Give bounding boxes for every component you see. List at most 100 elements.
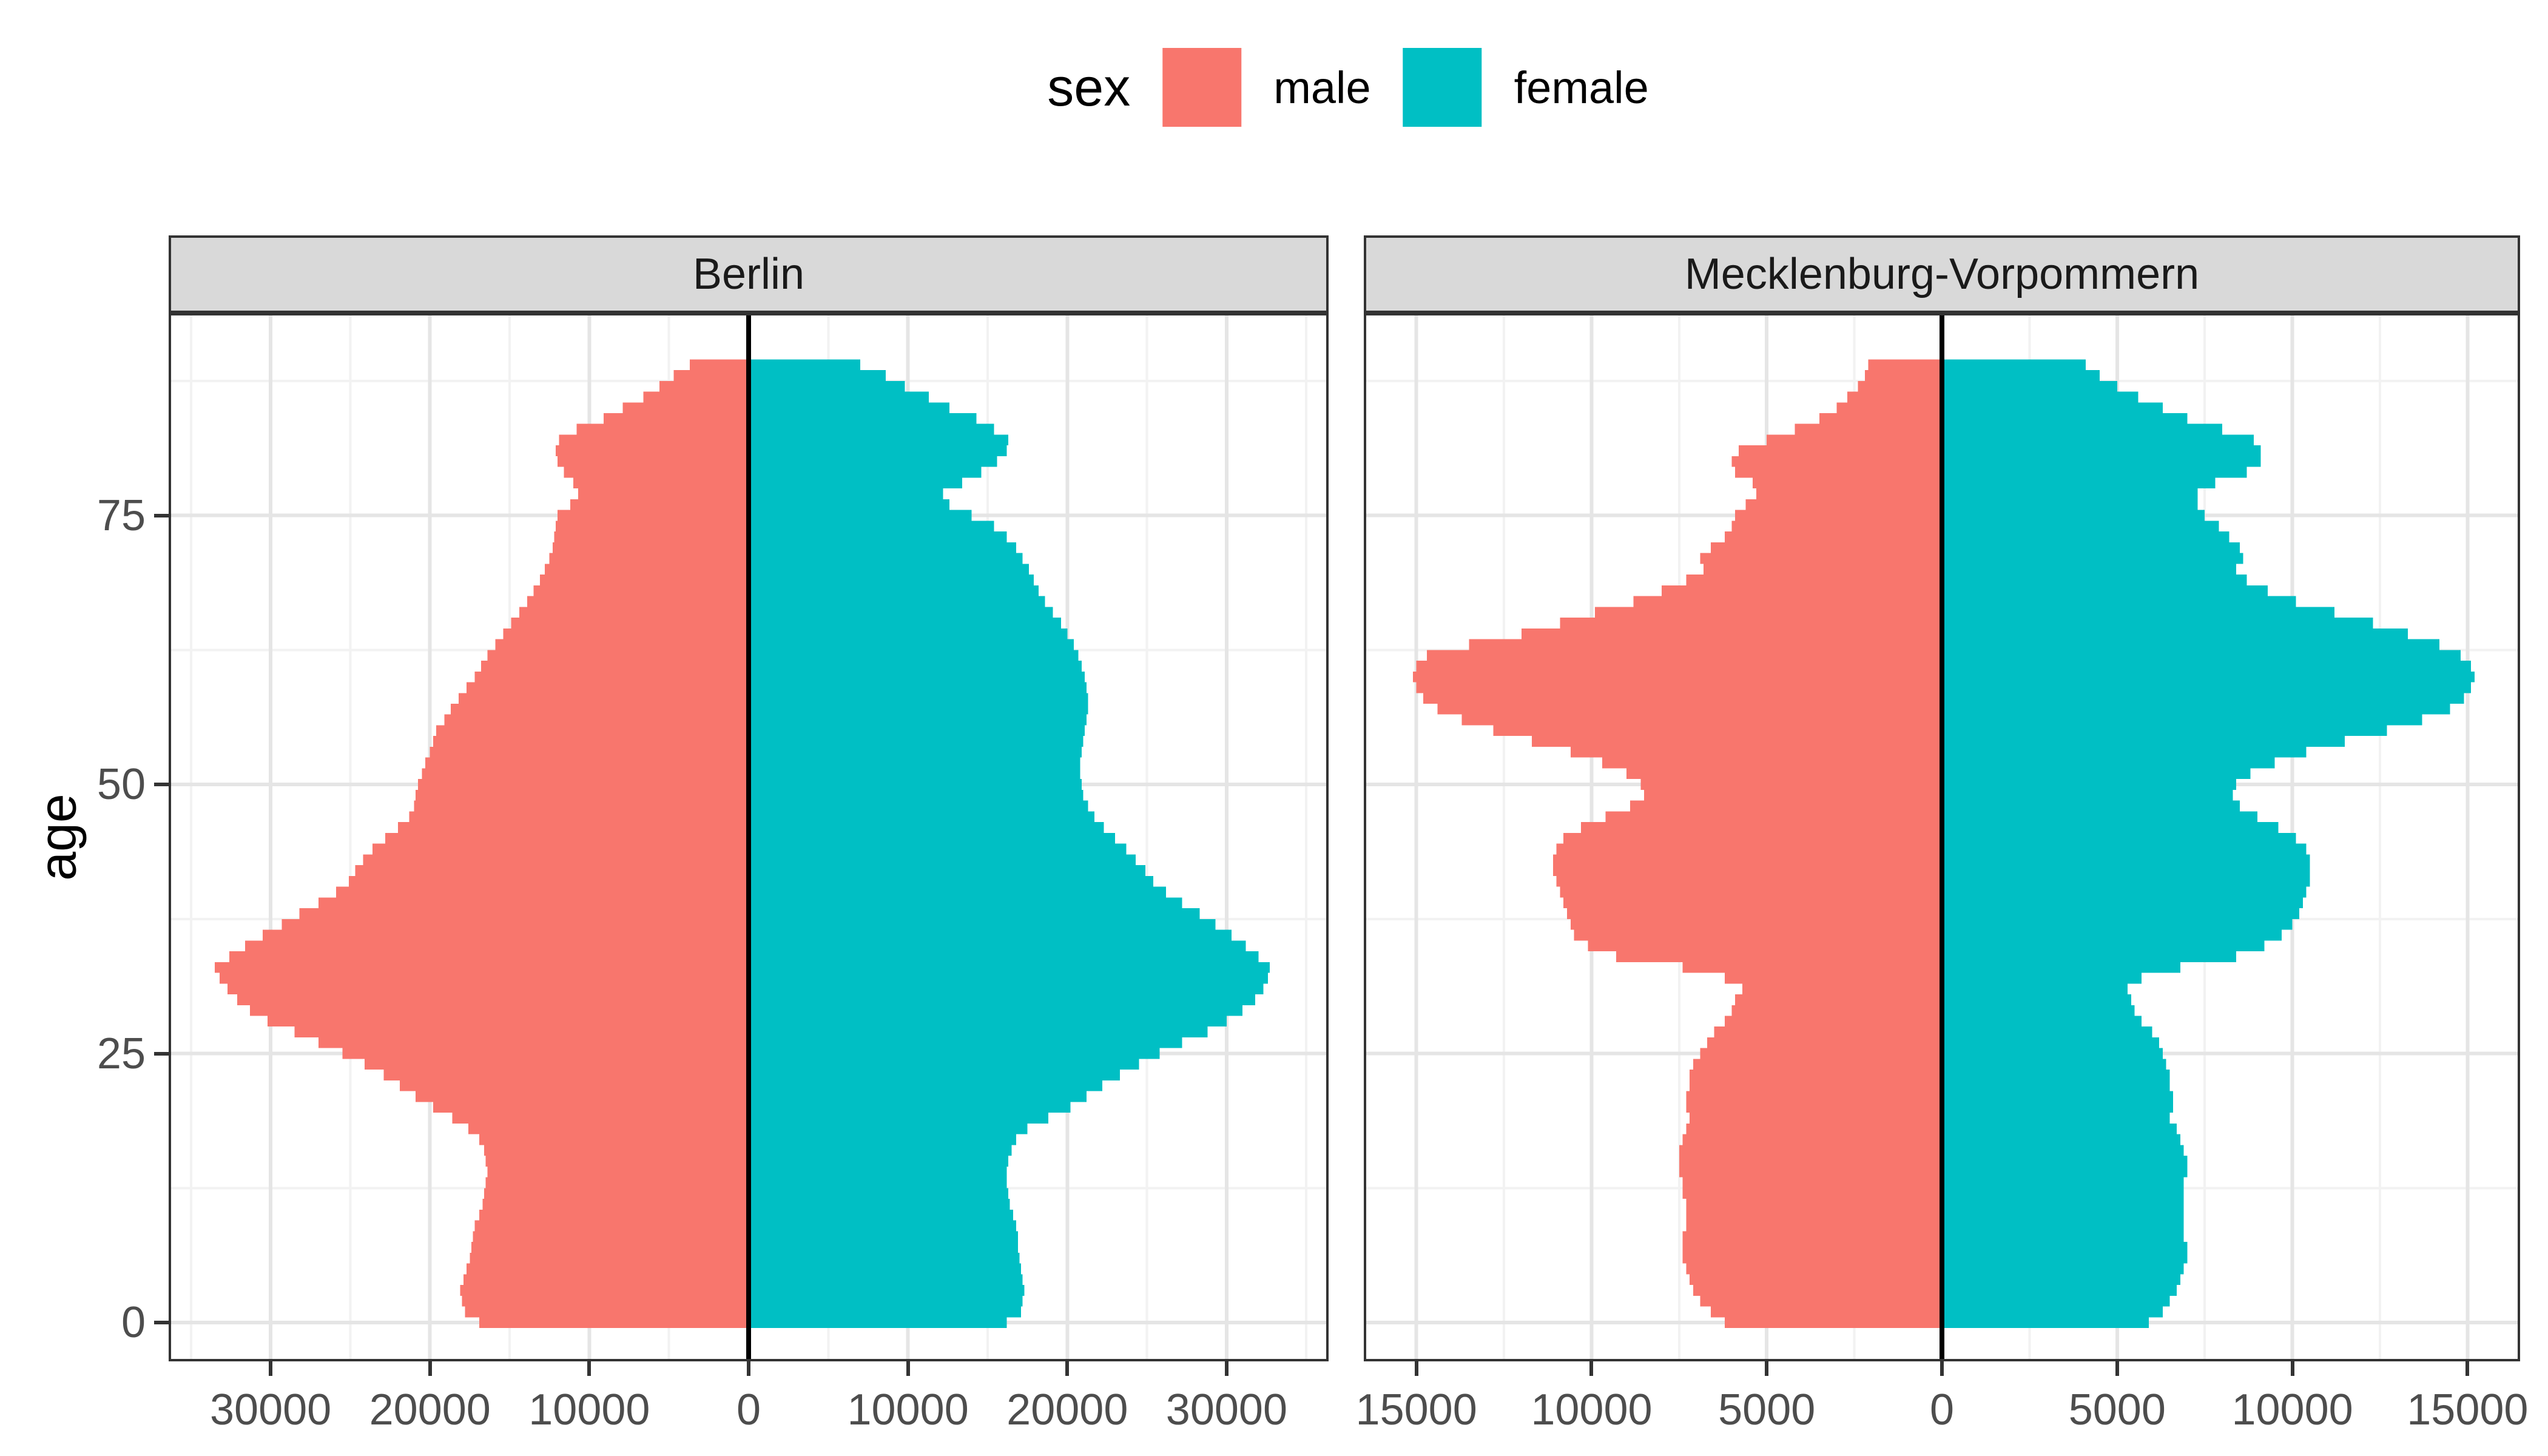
bar-female-age-66: [749, 607, 1053, 618]
legend: sex male female: [1047, 47, 1649, 127]
bar-female-age-71: [749, 553, 1023, 564]
bar-male-age-10: [1686, 1209, 1942, 1221]
bar-female-age-47: [749, 811, 1094, 823]
bar-female-age-11: [1942, 1199, 2184, 1210]
bar-female-age-67: [1942, 596, 2296, 607]
bar-male-age-76: [1745, 499, 1942, 510]
bar-male-age-26: [318, 1037, 749, 1048]
bar-female-age-47: [1942, 811, 2257, 823]
bar-female-age-38: [1942, 908, 2300, 919]
bar-male-age-69: [539, 575, 749, 585]
bar-female-age-9: [749, 1220, 1017, 1232]
x-tick-label: 30000: [1165, 1386, 1288, 1434]
x-tick-mark: [269, 1361, 273, 1376]
bar-female-age-24: [1942, 1059, 2166, 1070]
bar-male-age-44: [372, 843, 749, 855]
bar-female-age-18: [1942, 1123, 2177, 1134]
bar-male-age-71: [549, 553, 749, 564]
bar-male-age-57: [1437, 704, 1942, 715]
bar-female-age-71: [1942, 553, 2243, 564]
bar-female-age-4: [749, 1274, 1023, 1286]
x-tick-mark: [1940, 1361, 1944, 1376]
bar-female-age-75: [749, 510, 972, 521]
bar-male-age-29: [1731, 1005, 1942, 1016]
bar-female-age-5: [1942, 1263, 2184, 1275]
x-tick-label: 10000: [847, 1386, 969, 1434]
bar-male-age-84: [1819, 413, 1942, 424]
x-tick-label: 15000: [1355, 1386, 1477, 1434]
bar-female-age-45: [749, 832, 1116, 844]
bar-male-age-2: [462, 1295, 749, 1307]
bar-female-age-79: [749, 467, 982, 478]
y-tick-label: 75: [96, 491, 146, 540]
bar-female-age-82: [1942, 434, 2254, 446]
bar-male-age-21: [1686, 1091, 1942, 1102]
bar-male-age-85: [622, 402, 749, 413]
bar-male-age-42: [355, 865, 749, 876]
panel-border: [169, 313, 1329, 1361]
bar-female-age-28: [749, 1016, 1227, 1027]
x-tick-label: 20000: [1006, 1386, 1128, 1434]
bar-female-age-7: [1942, 1242, 2188, 1253]
bar-female-age-88: [749, 370, 886, 381]
bar-female-age-1: [749, 1306, 1022, 1318]
bar-male-age-45: [1563, 832, 1942, 844]
bar-female-age-36: [1942, 929, 2282, 941]
bar-male-age-61: [480, 661, 749, 672]
bar-male-age-5: [1686, 1263, 1942, 1275]
bar-female-age-35: [749, 940, 1246, 952]
bar-female-age-26: [749, 1037, 1182, 1048]
bar-male-age-64: [1521, 628, 1942, 639]
bar-male-age-4: [1690, 1274, 1942, 1286]
bar-male-age-54: [1532, 736, 1942, 747]
bar-male-age-52: [1602, 757, 1942, 769]
bar-female-age-22: [1942, 1080, 2170, 1091]
bar-male-age-43: [1552, 854, 1942, 866]
bar-male-age-39: [1563, 897, 1942, 909]
bar-female-age-48: [1942, 800, 2240, 812]
bar-female-age-70: [749, 564, 1030, 575]
bar-male-age-82: [559, 434, 749, 446]
bar-male-age-46: [398, 822, 749, 833]
facet-strip-label-berlin: Berlin: [692, 250, 805, 298]
bar-male-age-8: [473, 1231, 749, 1242]
bar-male-age-25: [342, 1048, 749, 1059]
bar-female-age-20: [1942, 1102, 2174, 1113]
bar-male-age-16: [1679, 1145, 1942, 1156]
bar-male-age-34: [229, 951, 749, 962]
bar-female-age-24: [749, 1059, 1139, 1070]
bar-male-age-31: [1742, 983, 1942, 995]
bar-female-age-61: [749, 661, 1082, 672]
bar-male-age-89: [1868, 359, 1942, 371]
bar-female-age-57: [749, 704, 1088, 715]
bar-female-age-17: [1942, 1134, 2180, 1145]
bar-male-age-2: [1700, 1295, 1942, 1307]
bar-female-age-67: [749, 596, 1045, 607]
bar-female-age-21: [749, 1091, 1087, 1102]
bar-male-age-12: [484, 1188, 749, 1199]
bar-male-age-58: [459, 693, 749, 704]
bar-female-age-8: [1942, 1231, 2184, 1242]
x-tick-mark: [1765, 1361, 1769, 1376]
x-tick-mark: [587, 1361, 592, 1376]
bar-male-age-80: [557, 456, 749, 467]
bar-male-age-11: [1686, 1199, 1942, 1210]
bar-male-age-36: [1574, 929, 1942, 941]
bar-female-age-27: [749, 1026, 1208, 1037]
bar-female-age-78: [1942, 477, 2216, 489]
bar-male-age-1: [1710, 1306, 1942, 1318]
y-tick-mark: [154, 513, 169, 517]
bar-male-age-89: [689, 359, 749, 371]
bar-male-age-88: [673, 370, 749, 381]
bar-male-age-22: [1690, 1080, 1942, 1091]
bar-female-age-82: [749, 434, 1009, 446]
x-tick-mark: [906, 1361, 910, 1376]
bar-male-age-36: [262, 929, 749, 941]
bar-female-age-50: [749, 779, 1082, 790]
bar-female-age-33: [749, 962, 1270, 973]
bar-female-age-5: [749, 1263, 1022, 1275]
bar-male-age-33: [1682, 962, 1942, 973]
bar-male-age-76: [570, 499, 749, 510]
x-tick-label: 15000: [2407, 1386, 2529, 1434]
